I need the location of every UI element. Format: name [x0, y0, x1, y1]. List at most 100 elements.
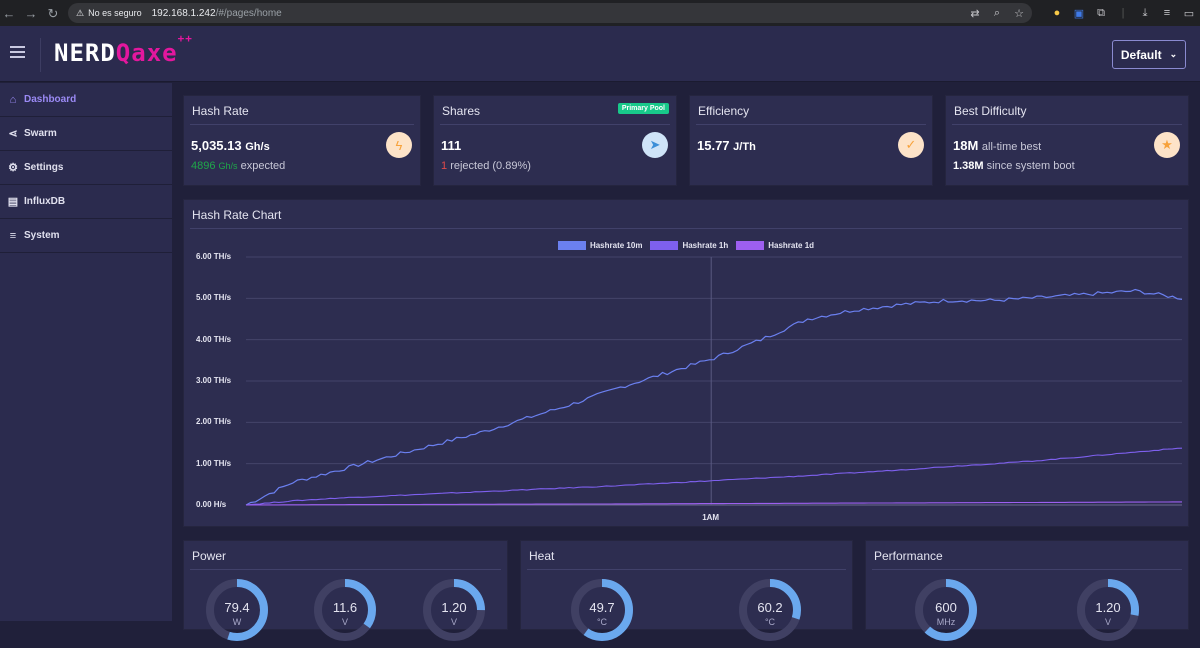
voltage-in-gauge: 11.6 V [312, 577, 378, 643]
core-voltage-gauge: 1.20 V [421, 577, 487, 643]
y-tick-label: 2.00 TH/s [196, 417, 232, 427]
y-tick-label: 1.00 TH/s [196, 458, 232, 468]
card-title: Hash Rate [192, 104, 249, 118]
warning-icon[interactable]: ⚠ [76, 7, 85, 18]
difficulty-value: 18M all-time best [953, 138, 1042, 153]
legend-label: Hashrate 1d [768, 241, 815, 250]
browser-toolbar: ← → ↻ ⚠ No es seguro 192.168.1.242/#/pag… [0, 0, 1200, 26]
star-icon: ★ [1154, 132, 1180, 158]
gauge-unit: °C [596, 617, 608, 627]
check-icon: ✓ [898, 132, 924, 158]
legend-swatch [736, 241, 765, 250]
shares-rejected: 1 rejected (0.89%) [441, 160, 531, 172]
power-gauge: 79.4 W [204, 577, 270, 643]
shares-value: 111 [441, 138, 462, 153]
card-divider [952, 124, 1182, 125]
zoom-icon[interactable]: ⌕ [993, 6, 1001, 19]
hashrate-value: 5,035.13 Gh/s [191, 138, 270, 153]
logo-suffix: ++ [177, 32, 193, 45]
logo-part1: NERD [54, 39, 116, 67]
tab-search-icon[interactable]: ▭ [1183, 7, 1195, 20]
efficiency-card: Efficiency 15.77 J/Th ✓ [689, 95, 933, 186]
legend-item-1d[interactable]: Hashrate 1d [736, 241, 814, 250]
bookmark-star-icon[interactable]: ☆ [1014, 7, 1024, 20]
logo[interactable]: NERDQaxe++ [54, 32, 193, 67]
sidebar-item-label: InfluxDB [24, 196, 66, 207]
card-title: Heat [529, 549, 555, 563]
database-icon: ▤ [7, 196, 19, 208]
card-divider [190, 228, 1182, 229]
hashrate-chart[interactable] [184, 200, 1190, 528]
sidebar-item-label: System [24, 230, 60, 241]
y-tick-label: 0.00 H/s [196, 500, 227, 509]
gauge-unit: V [1104, 617, 1111, 627]
share-icon: ⋖ [8, 128, 18, 140]
hamburger-menu-icon[interactable] [10, 46, 25, 58]
theme-label: Default [1120, 47, 1162, 62]
address-bar[interactable]: ⚠ No es seguro 192.168.1.242/#/pages/hom… [68, 3, 1032, 23]
hashrate-card: Hash Rate 5,035.13 Gh/s 4896 Gh/s expect… [183, 95, 421, 186]
legend-item-1h[interactable]: Hashrate 1h [650, 241, 728, 250]
reading-list-icon[interactable]: ≡ [1163, 7, 1171, 19]
difficulty-card: Best Difficulty 18M all-time best 1.38M … [945, 95, 1189, 186]
heat-card: Heat 49.7 °C 60.2 °C [520, 540, 853, 641]
gear-icon: ⚙ [8, 162, 18, 174]
back-icon[interactable]: ← [2, 6, 16, 21]
url-text[interactable]: 192.168.1.242/#/pages/home [152, 8, 282, 19]
card-divider [696, 124, 926, 125]
chart-legend: Hashrate 10m Hashrate 1h Hashrate 1d [184, 241, 1188, 250]
header-divider [40, 38, 41, 72]
chart-title: Hash Rate Chart [192, 208, 282, 222]
gauge-value: 11.6 [332, 600, 358, 615]
hashrate-expected: 4896 Gh/s expected [191, 160, 286, 172]
legend-swatch [650, 241, 679, 250]
theme-select[interactable]: Default ⌄ [1112, 40, 1186, 69]
shares-card: Shares Primary Pool 111 1 rejected (0.89… [433, 95, 677, 186]
sidebar-item-settings[interactable]: ⚙ Settings [0, 151, 172, 185]
address-bar-actions: ⇄ ⌕ ☆ [964, 0, 1030, 26]
card-title: Efficiency [698, 104, 750, 118]
x-tick-label: 1AM [702, 513, 720, 522]
gauge-fill [423, 579, 485, 641]
series-line-hashrate-1h [245, 447, 1183, 506]
gauge-unit: W [232, 617, 242, 627]
card-divider [190, 569, 501, 570]
series-line-hashrate-10m [245, 288, 1183, 506]
gauge-fill [739, 579, 801, 641]
vr-temp-gauge: 60.2 °C [737, 577, 803, 643]
sidebar-item-dashboard[interactable]: ⌂ Dashboard [0, 83, 172, 117]
gauge-unit: MHz [936, 617, 956, 627]
extension-shield-icon[interactable]: ▣ [1073, 7, 1085, 20]
chevron-down-icon: ⌄ [1169, 49, 1178, 59]
forward-icon[interactable]: → [24, 6, 38, 21]
send-icon: ➤ [642, 132, 668, 158]
extensions-bar: ● ▣ ⧉ | ⤓ ≡ ▭ [1046, 0, 1200, 26]
legend-label: Hashrate 10m [589, 241, 643, 250]
reload-icon[interactable]: ↻ [47, 6, 59, 21]
app-header: NERDQaxe++ Default ⌄ [0, 26, 1200, 82]
core-voltage-gauge: 1.20 V [1075, 577, 1141, 643]
extension-mask-icon[interactable]: ● [1053, 7, 1061, 19]
download-icon[interactable]: ⤓ [1142, 6, 1148, 19]
bolt-icon: ϟ [386, 132, 412, 158]
main-content: Hash Rate 5,035.13 Gh/s 4896 Gh/s expect… [172, 83, 1200, 641]
card-title: Power [192, 549, 227, 563]
gauge-value: 1.20 [1095, 600, 1121, 615]
sidebar-item-label: Swarm [24, 128, 57, 139]
extensions-icon[interactable]: ⧉ [1097, 6, 1105, 19]
sidebar-item-influxdb[interactable]: ▤ InfluxDB [0, 185, 172, 219]
y-tick-label: 3.00 TH/s [196, 376, 232, 385]
series-line-hashrate-1d [246, 501, 1182, 506]
sidebar-item-label: Settings [24, 162, 64, 173]
card-divider [440, 124, 670, 125]
card-divider [872, 569, 1182, 570]
power-card: Power 79.4 W 11.6 V 1.20 V [183, 540, 508, 641]
sidebar-item-swarm[interactable]: ⋖ Swarm [0, 117, 172, 151]
y-tick-label: 4.00 TH/s [196, 334, 232, 344]
security-label[interactable]: No es seguro [88, 8, 142, 18]
card-title: Best Difficulty [954, 104, 1027, 118]
sidebar-item-system[interactable]: ≡ System [0, 219, 172, 253]
logo-part2: Qaxe [115, 39, 178, 67]
translate-icon[interactable]: ⇄ [970, 7, 980, 20]
legend-item-10m[interactable]: Hashrate 10m [557, 241, 643, 250]
